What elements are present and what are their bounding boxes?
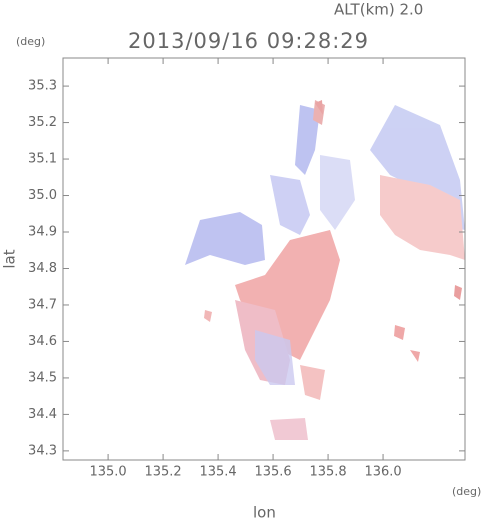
chart-title: 2013/09/16 09:28:29 <box>128 29 369 53</box>
echo <box>255 330 295 385</box>
x-tick-label: 135.2 <box>144 465 181 480</box>
echo <box>394 325 405 340</box>
x-tick-label: 135.6 <box>254 465 291 480</box>
y-tick-label: 35.3 <box>28 79 57 94</box>
x-tick-label: 135.4 <box>199 465 236 480</box>
y-tick-label: 34.9 <box>28 225 57 240</box>
y-tick-label: 34.4 <box>28 407 57 422</box>
y-tick-label: 34.6 <box>28 334 57 349</box>
y-tick-label: 35.0 <box>28 188 57 203</box>
x-unit: (deg) <box>452 485 481 498</box>
y-axis-label: lat <box>1 249 19 268</box>
y-tick-label: 34.7 <box>28 297 57 312</box>
echo <box>270 418 308 440</box>
echo <box>380 175 465 260</box>
y-tick-label: 34.5 <box>28 370 57 385</box>
y-tick-label: 35.2 <box>28 115 57 130</box>
altitude-header: ALT(km) 2.0 <box>334 1 423 19</box>
echo <box>410 350 420 362</box>
x-tick-label: 136.0 <box>364 465 401 480</box>
echo <box>185 212 265 265</box>
y-tick-label: 35.1 <box>28 152 57 167</box>
radar-echoes <box>185 100 465 440</box>
y-tick-label: 34.3 <box>28 443 57 458</box>
y-unit: (deg) <box>16 35 45 48</box>
x-tick-label: 135.0 <box>89 465 126 480</box>
echo <box>204 310 212 322</box>
y-tick-label: 34.8 <box>28 261 57 276</box>
x-tick-label: 135.8 <box>309 465 346 480</box>
x-axis-label: lon <box>253 504 276 522</box>
echo <box>270 175 310 235</box>
echo <box>320 155 355 230</box>
echo <box>295 105 320 175</box>
plot-frame <box>62 57 466 461</box>
echo <box>315 100 323 115</box>
echo <box>454 285 462 300</box>
echo <box>300 365 325 400</box>
